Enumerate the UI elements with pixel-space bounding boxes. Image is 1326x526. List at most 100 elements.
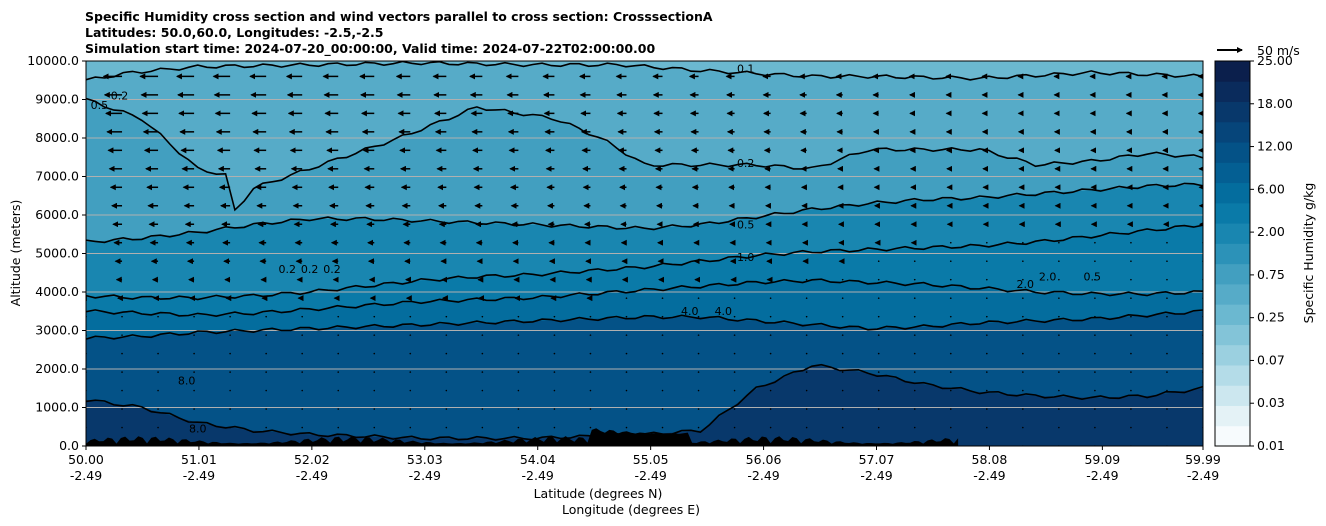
wind-vector (625, 334, 628, 336)
wind-vector (733, 315, 736, 318)
wind-vector (841, 297, 844, 299)
wind-vector (1058, 297, 1060, 299)
wind-vector (949, 371, 952, 373)
contour-label: 4.0 (715, 305, 733, 318)
wind-vector (373, 352, 376, 355)
wind-vector (337, 352, 340, 355)
wind-vector (265, 352, 267, 355)
wind-vector (121, 408, 123, 410)
wind-vector (986, 278, 988, 281)
wind-vector (1166, 315, 1168, 318)
colorbar-segment (1215, 405, 1250, 427)
y-tick-label: 0.0 (59, 438, 79, 453)
wind-vector (373, 426, 376, 429)
wind-vector (986, 408, 988, 410)
wind-vector (409, 408, 412, 410)
wind-vector (625, 297, 628, 299)
wind-vector (517, 371, 520, 373)
wind-vector (733, 389, 736, 392)
wind-vector (841, 315, 844, 318)
wind-vector (517, 315, 520, 318)
colorbar-tick-label: 25.00 (1257, 53, 1293, 68)
wind-vector (265, 408, 267, 410)
wind-vector (877, 389, 880, 392)
wind-vector (1130, 315, 1132, 318)
chart-title-line-1: Specific Humidity cross section and wind… (85, 9, 713, 24)
colorbar-tick-label: 0.01 (1257, 438, 1285, 453)
wind-vector (661, 389, 664, 392)
wind-vector (157, 408, 159, 410)
wind-vector (877, 297, 880, 299)
wind-vector (1058, 371, 1060, 373)
colorbar-segment (1215, 142, 1250, 163)
wind-vector (986, 334, 988, 336)
wind-vector (481, 371, 484, 373)
wind-vector (733, 371, 736, 373)
contour-label: 0.5 (91, 99, 109, 112)
x-tick-label-lat: 50.00 (68, 452, 104, 467)
wind-vector (337, 408, 340, 410)
wind-vector (913, 371, 916, 373)
wind-vector (805, 334, 808, 336)
wind-vector (913, 352, 916, 355)
wind-vector (841, 426, 844, 429)
wind-vector (445, 315, 448, 318)
terrain-profile (86, 428, 959, 446)
wind-vector (733, 426, 736, 429)
wind-vector (1058, 352, 1060, 355)
x-tick-label-lon: -2.49 (634, 468, 666, 483)
y-tick-label: 10000.0 (27, 53, 79, 68)
wind-vector (697, 352, 700, 355)
wind-vector (1166, 334, 1168, 336)
x-tick-label-lon: -2.49 (409, 468, 441, 483)
wind-vector (337, 371, 340, 373)
wind-vector (157, 352, 159, 355)
wind-vector (949, 241, 952, 244)
wind-vector (805, 371, 808, 373)
wind-vector (877, 352, 880, 355)
colorbar-tick-label: 6.00 (1257, 181, 1285, 196)
wind-vector (589, 426, 592, 429)
colorbar-segment (1215, 324, 1250, 346)
wind-vector (517, 426, 520, 429)
wind-vector (949, 334, 952, 336)
wind-vector (121, 334, 123, 336)
wind-vector (877, 315, 880, 318)
wind-vector (1058, 408, 1060, 410)
y-tick-label: 8000.0 (35, 130, 79, 145)
wind-vector (913, 408, 916, 410)
y-tick-label: 1000.0 (35, 400, 79, 415)
wind-vector (121, 371, 123, 373)
wind-vector (913, 389, 916, 392)
wind-vector (1130, 408, 1132, 410)
wind-vector (913, 426, 916, 429)
wind-vector (409, 334, 412, 336)
wind-vector (805, 389, 808, 392)
wind-vector (121, 389, 123, 392)
y-axis-label: Altitude (meters) (8, 200, 23, 307)
x-tick-label-lon: -2.49 (973, 468, 1005, 483)
wind-vector (1058, 315, 1060, 318)
wind-vector (157, 426, 159, 429)
wind-vector (1022, 297, 1024, 299)
wind-vector (805, 426, 808, 429)
wind-vector (589, 352, 592, 355)
wind-vector (193, 408, 195, 410)
wind-vector (697, 315, 700, 318)
colorbar-segment (1215, 364, 1250, 386)
wind-vector (1094, 389, 1096, 392)
wind-vector (733, 352, 736, 355)
wind-vector (733, 408, 736, 410)
wind-vector (625, 315, 628, 318)
wind-vector (1022, 278, 1024, 281)
wind-vector (193, 334, 195, 336)
wind-vector (1094, 408, 1096, 410)
colorbar-tick-label: 0.03 (1257, 395, 1285, 410)
wind-vector (481, 389, 484, 392)
wind-vector (1094, 241, 1096, 244)
wind-vector (1094, 426, 1096, 429)
wind-vector (373, 371, 376, 373)
wind-vector (1022, 315, 1024, 318)
wind-vector (517, 334, 520, 336)
